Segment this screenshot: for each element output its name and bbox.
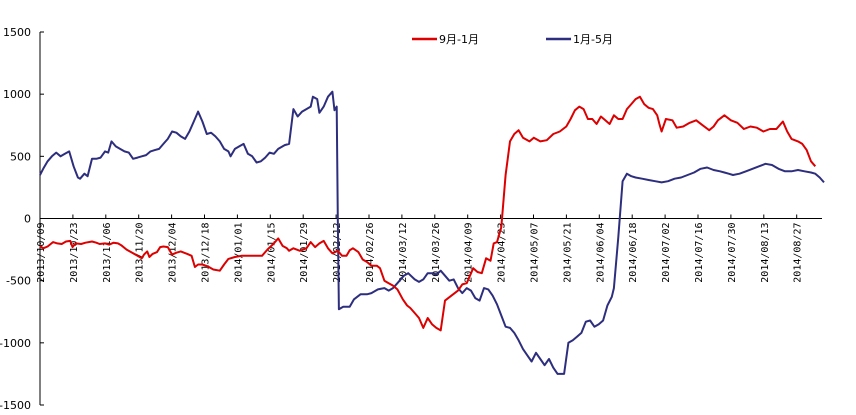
y-tick-label: -500 (6, 275, 31, 288)
x-tick-label: 2013/10/23 (69, 223, 80, 283)
x-tick-label: 2014/08/27 (793, 223, 804, 283)
legend-label-series-1: 9月-1月 (439, 33, 479, 46)
x-tick-label: 2014/04/23 (497, 223, 508, 283)
series-lines (39, 90, 825, 375)
x-tick-label: 2014/06/18 (628, 223, 639, 283)
x-tick-label: 2014/08/13 (760, 223, 771, 283)
x-tick-label: 2014/07/16 (694, 223, 705, 283)
series-line-9-1 (39, 95, 817, 332)
y-tick-label: 1500 (3, 26, 31, 39)
y-tick-label: 500 (10, 150, 31, 163)
x-tick-label: 2014/07/30 (727, 223, 738, 283)
y-tick-label: 0 (24, 213, 31, 226)
x-tick-label: 2014/04/09 (464, 223, 475, 283)
y-tick-label: -1500 (0, 399, 31, 412)
x-tick-label: 2014/01/29 (299, 223, 310, 283)
x-tick-label: 2014/03/12 (398, 223, 409, 283)
x-tick-label: 2014/01/01 (233, 223, 244, 283)
x-tick-label: 2014/03/26 (431, 223, 442, 283)
x-tick-label: 2014/02/26 (365, 223, 376, 283)
x-tick-label: 2013/12/04 (168, 223, 179, 283)
x-tick-label: 2014/05/07 (530, 223, 541, 283)
series-line-1-5 (39, 90, 825, 375)
x-tick-label: 2013/11/20 (135, 223, 146, 283)
x-tick-label: 2013/10/09 (36, 223, 47, 283)
x-tick-label: 2013/12/18 (201, 223, 212, 283)
x-tick-label: 2014/01/15 (266, 223, 277, 283)
legend-label-series-2: 1月-5月 (573, 33, 613, 46)
x-tick-label: 2014/07/02 (661, 223, 672, 283)
x-tick-label: 2014/06/04 (595, 223, 606, 283)
x-tick-label: 2013/11/06 (102, 223, 113, 283)
legend: 9月-1月 1月-5月 (412, 33, 613, 46)
y-axis: 1500 1000 500 0 -500 -1000 -1500 (0, 26, 44, 412)
y-tick-label: 1000 (3, 88, 31, 101)
y-tick-label: -1000 (0, 337, 31, 350)
x-tick-label: 2014/05/21 (562, 223, 573, 283)
